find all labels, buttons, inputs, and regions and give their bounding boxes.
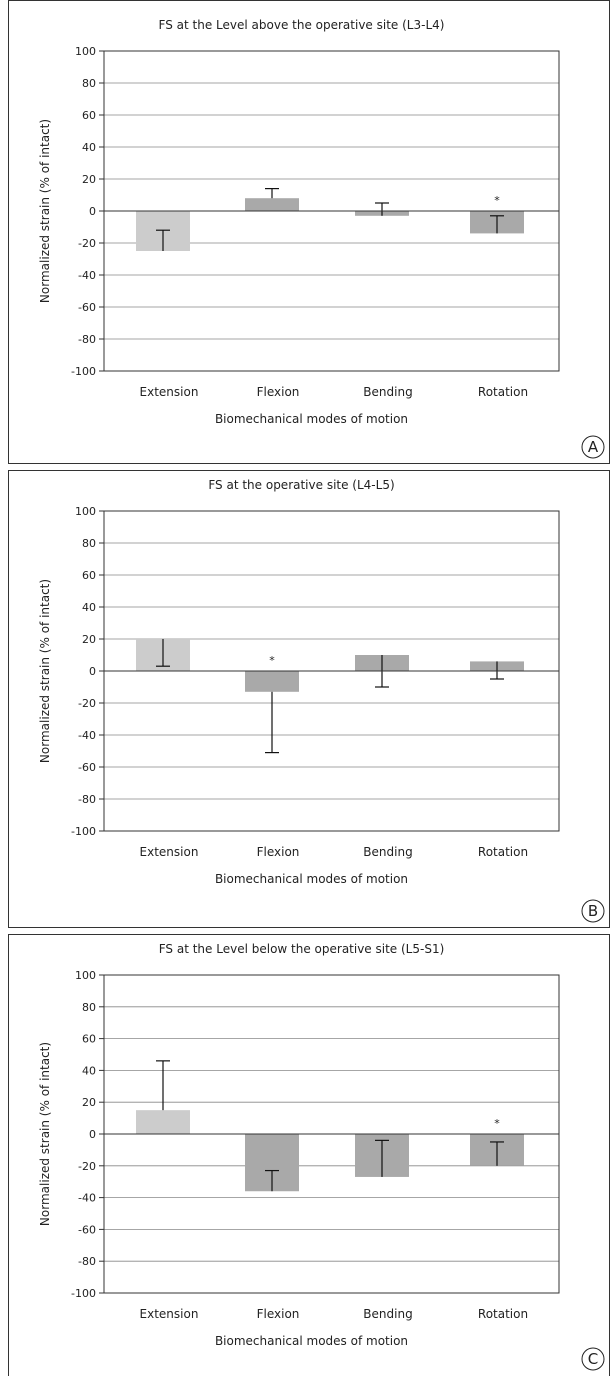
x-category-label: Extension [140, 1307, 199, 1321]
y-tick-label: 0 [89, 205, 96, 218]
x-category-label: Bending [363, 385, 412, 399]
bar-chart-a: FS at the Level above the operative site… [38, 18, 605, 459]
y-tick-label: 60 [82, 569, 96, 582]
plot-area [103, 510, 560, 832]
y-tick-label: 20 [82, 1096, 96, 1109]
y-tick-label: 40 [82, 1064, 96, 1077]
x-axis-label: Biomechanical modes of motion [215, 412, 408, 426]
x-category-label: Extension [140, 845, 199, 859]
y-tick-label: 60 [82, 109, 96, 122]
x-category-label: Rotation [478, 385, 528, 399]
y-tick-label: 80 [82, 77, 96, 90]
bar-chart-b: FS at the operative site (L4-L5) 100 80 60 4… [38, 478, 605, 923]
chart-panel-c: FS at the Level below the operative site… [8, 934, 610, 1376]
y-tick-label: 80 [82, 1001, 96, 1014]
y-tick-label: 100 [75, 505, 96, 518]
panel-letter-circle [581, 435, 605, 459]
x-category-label: Flexion [257, 385, 300, 399]
chart-title: FS at the Level below the operative site… [159, 942, 445, 956]
significance-marker: * [494, 1117, 500, 1130]
panel-letter: C [588, 1350, 598, 1368]
panel-letter-circle [581, 1347, 605, 1371]
plot-area [103, 50, 560, 372]
y-tick-label: -100 [71, 1287, 96, 1300]
y-axis-label: Normalized strain (% of intact) [38, 579, 52, 763]
y-tick-label: -20 [78, 237, 96, 250]
chart-panel-a: FS at the Level above the operative site… [8, 0, 610, 464]
y-tick-label: -40 [78, 729, 96, 742]
y-tick-label: -100 [71, 825, 96, 838]
y-tick-label: 100 [75, 45, 96, 58]
plot-area [103, 974, 560, 1294]
x-axis-label: Biomechanical modes of motion [215, 872, 408, 886]
y-axis-label: Normalized strain (% of intact) [38, 119, 52, 303]
y-tick-label: -60 [78, 761, 96, 774]
panel-letter-circle [581, 899, 605, 923]
chart-title: FS at the operative site (L4-L5) [208, 478, 394, 492]
y-tick-label: 100 [75, 969, 96, 982]
y-tick-label: 80 [82, 537, 96, 550]
y-tick-label: 40 [82, 141, 96, 154]
y-tick-label: -60 [78, 1223, 96, 1236]
y-axis-label: Normalized strain (% of intact) [38, 1042, 52, 1226]
x-category-label: Bending [363, 845, 412, 859]
bar-flexion [245, 671, 299, 692]
significance-marker: * [494, 194, 500, 207]
bar-flexion [245, 198, 299, 211]
x-category-label: Flexion [257, 1307, 300, 1321]
y-tick-label: -20 [78, 1160, 96, 1173]
y-tick-label: 0 [89, 1128, 96, 1141]
y-tick-label: -80 [78, 333, 96, 346]
x-category-label: Rotation [478, 1307, 528, 1321]
y-tick-label: -100 [71, 365, 96, 378]
y-tick-label: 20 [82, 173, 96, 186]
bar-chart-c: FS at the Level below the operative site… [38, 942, 605, 1371]
y-tick-label: 40 [82, 601, 96, 614]
y-tick-label: 0 [89, 665, 96, 678]
chart-title: FS at the Level above the operative site… [159, 18, 445, 32]
y-tick-label: -20 [78, 697, 96, 710]
x-category-label: Bending [363, 1307, 412, 1321]
chart-panel-b: FS at the operative site (L4-L5) 100 80 60 4… [8, 470, 610, 928]
x-category-label: Rotation [478, 845, 528, 859]
x-category-label: Flexion [257, 845, 300, 859]
panel-letter: A [588, 438, 599, 456]
y-tick-label: 20 [82, 633, 96, 646]
y-tick-label: -80 [78, 1255, 96, 1268]
significance-marker: * [269, 654, 275, 667]
y-tick-label: -40 [78, 1192, 96, 1205]
y-tick-label: 60 [82, 1033, 96, 1046]
x-category-label: Extension [140, 385, 199, 399]
y-tick-label: -40 [78, 269, 96, 282]
y-tick-label: -60 [78, 301, 96, 314]
y-tick-label: -80 [78, 793, 96, 806]
bar-extension [136, 1110, 190, 1134]
panel-letter: B [588, 902, 598, 920]
x-axis-label: Biomechanical modes of motion [215, 1334, 408, 1348]
